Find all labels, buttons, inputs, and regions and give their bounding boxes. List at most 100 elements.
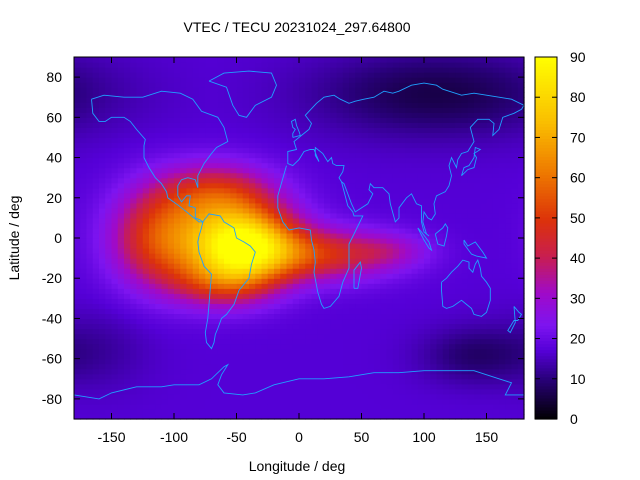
heatmap-cell <box>86 248 94 254</box>
heatmap-cell <box>80 253 88 259</box>
heatmap-cell <box>236 222 244 229</box>
heatmap-cell <box>474 403 481 410</box>
heatmap-cell <box>455 378 463 385</box>
heatmap-cell <box>242 102 250 108</box>
heatmap-cell <box>167 142 175 149</box>
heatmap-cell <box>467 102 475 108</box>
heatmap-cell <box>361 182 369 189</box>
heatmap-cell <box>430 373 438 380</box>
heatmap-cell <box>149 97 156 103</box>
heatmap-cell <box>336 92 344 98</box>
heatmap-cell <box>317 398 325 405</box>
heatmap-cell <box>217 62 225 68</box>
heatmap-cell <box>449 187 456 194</box>
heatmap-cell <box>142 403 150 410</box>
heatmap-cell <box>317 308 325 315</box>
heatmap-cell <box>461 227 469 234</box>
heatmap-cell <box>292 318 300 325</box>
heatmap-cell <box>105 142 113 149</box>
heatmap-cell <box>217 348 225 355</box>
heatmap-cell <box>461 378 469 385</box>
heatmap-cell <box>355 82 363 88</box>
heatmap-cell <box>405 72 413 78</box>
heatmap-cell <box>449 62 456 68</box>
heatmap-cell <box>449 413 456 420</box>
heatmap-cell <box>130 263 138 269</box>
heatmap-cell <box>424 273 431 279</box>
heatmap-cell <box>442 308 450 315</box>
heatmap-cell <box>92 212 100 219</box>
heatmap-cell <box>405 172 413 179</box>
heatmap-cell <box>86 353 94 360</box>
heatmap-cell <box>292 238 300 244</box>
heatmap-cell <box>74 102 81 108</box>
heatmap-cell <box>255 207 263 214</box>
heatmap-cell <box>142 87 150 93</box>
heatmap-cell <box>105 57 113 63</box>
heatmap-cell <box>205 227 213 234</box>
heatmap-cell <box>99 232 106 239</box>
heatmap-cell <box>155 67 163 73</box>
heatmap-cell <box>374 363 381 370</box>
heatmap-cell <box>217 97 225 103</box>
heatmap-cell <box>180 398 188 405</box>
heatmap-cell <box>111 167 119 174</box>
heatmap-cell <box>311 92 319 98</box>
heatmap-cell <box>342 288 350 294</box>
heatmap-cell <box>286 197 294 204</box>
heatmap-cell <box>305 298 313 304</box>
heatmap-cell <box>74 348 81 355</box>
heatmap-cell <box>499 338 506 345</box>
heatmap-cell <box>261 162 269 169</box>
heatmap-cell <box>286 177 294 184</box>
heatmap-cell <box>449 318 456 325</box>
heatmap-cell <box>405 338 413 345</box>
heatmap-cell <box>367 348 375 355</box>
heatmap-cell <box>230 253 238 259</box>
heatmap-cell <box>261 363 269 370</box>
heatmap-cell <box>311 243 319 249</box>
heatmap-cell <box>417 243 425 249</box>
heatmap-cell <box>267 303 275 309</box>
heatmap-cell <box>436 172 444 179</box>
heatmap-cell <box>274 167 281 174</box>
heatmap-cell <box>130 162 138 169</box>
heatmap-cell <box>467 338 475 345</box>
heatmap-cell <box>236 248 244 254</box>
heatmap-cell <box>249 167 256 174</box>
heatmap-cell <box>192 147 200 154</box>
heatmap-cell <box>292 232 300 239</box>
heatmap-cell <box>161 303 169 309</box>
heatmap-cell <box>105 117 113 123</box>
heatmap-cell <box>330 202 338 209</box>
heatmap-cell <box>161 77 169 83</box>
heatmap-cell <box>224 308 231 315</box>
heatmap-cell <box>442 112 450 118</box>
heatmap-cell <box>149 373 156 380</box>
heatmap-cell <box>217 167 225 174</box>
heatmap-cell <box>311 107 319 113</box>
heatmap-cell <box>299 348 306 355</box>
heatmap-cell <box>374 283 381 289</box>
heatmap-cell <box>492 338 500 345</box>
heatmap-cell <box>499 368 506 375</box>
heatmap-cell <box>92 253 100 259</box>
heatmap-cell <box>280 112 288 118</box>
heatmap-cell <box>299 308 306 315</box>
heatmap-cell <box>499 187 506 194</box>
heatmap-cell <box>174 293 181 299</box>
heatmap-cell <box>449 403 456 410</box>
heatmap-cell <box>505 298 513 304</box>
heatmap-cell <box>130 383 138 390</box>
heatmap-cell <box>317 378 325 385</box>
heatmap-cell <box>505 293 513 299</box>
heatmap-cell <box>311 112 319 118</box>
heatmap-cell <box>386 102 394 108</box>
heatmap-cell <box>99 77 106 83</box>
heatmap-cell <box>449 348 456 355</box>
heatmap-cell <box>211 273 219 279</box>
heatmap-cell <box>455 258 463 264</box>
heatmap-cell <box>274 187 281 194</box>
heatmap-cell <box>355 258 363 264</box>
heatmap-cell <box>417 182 425 189</box>
